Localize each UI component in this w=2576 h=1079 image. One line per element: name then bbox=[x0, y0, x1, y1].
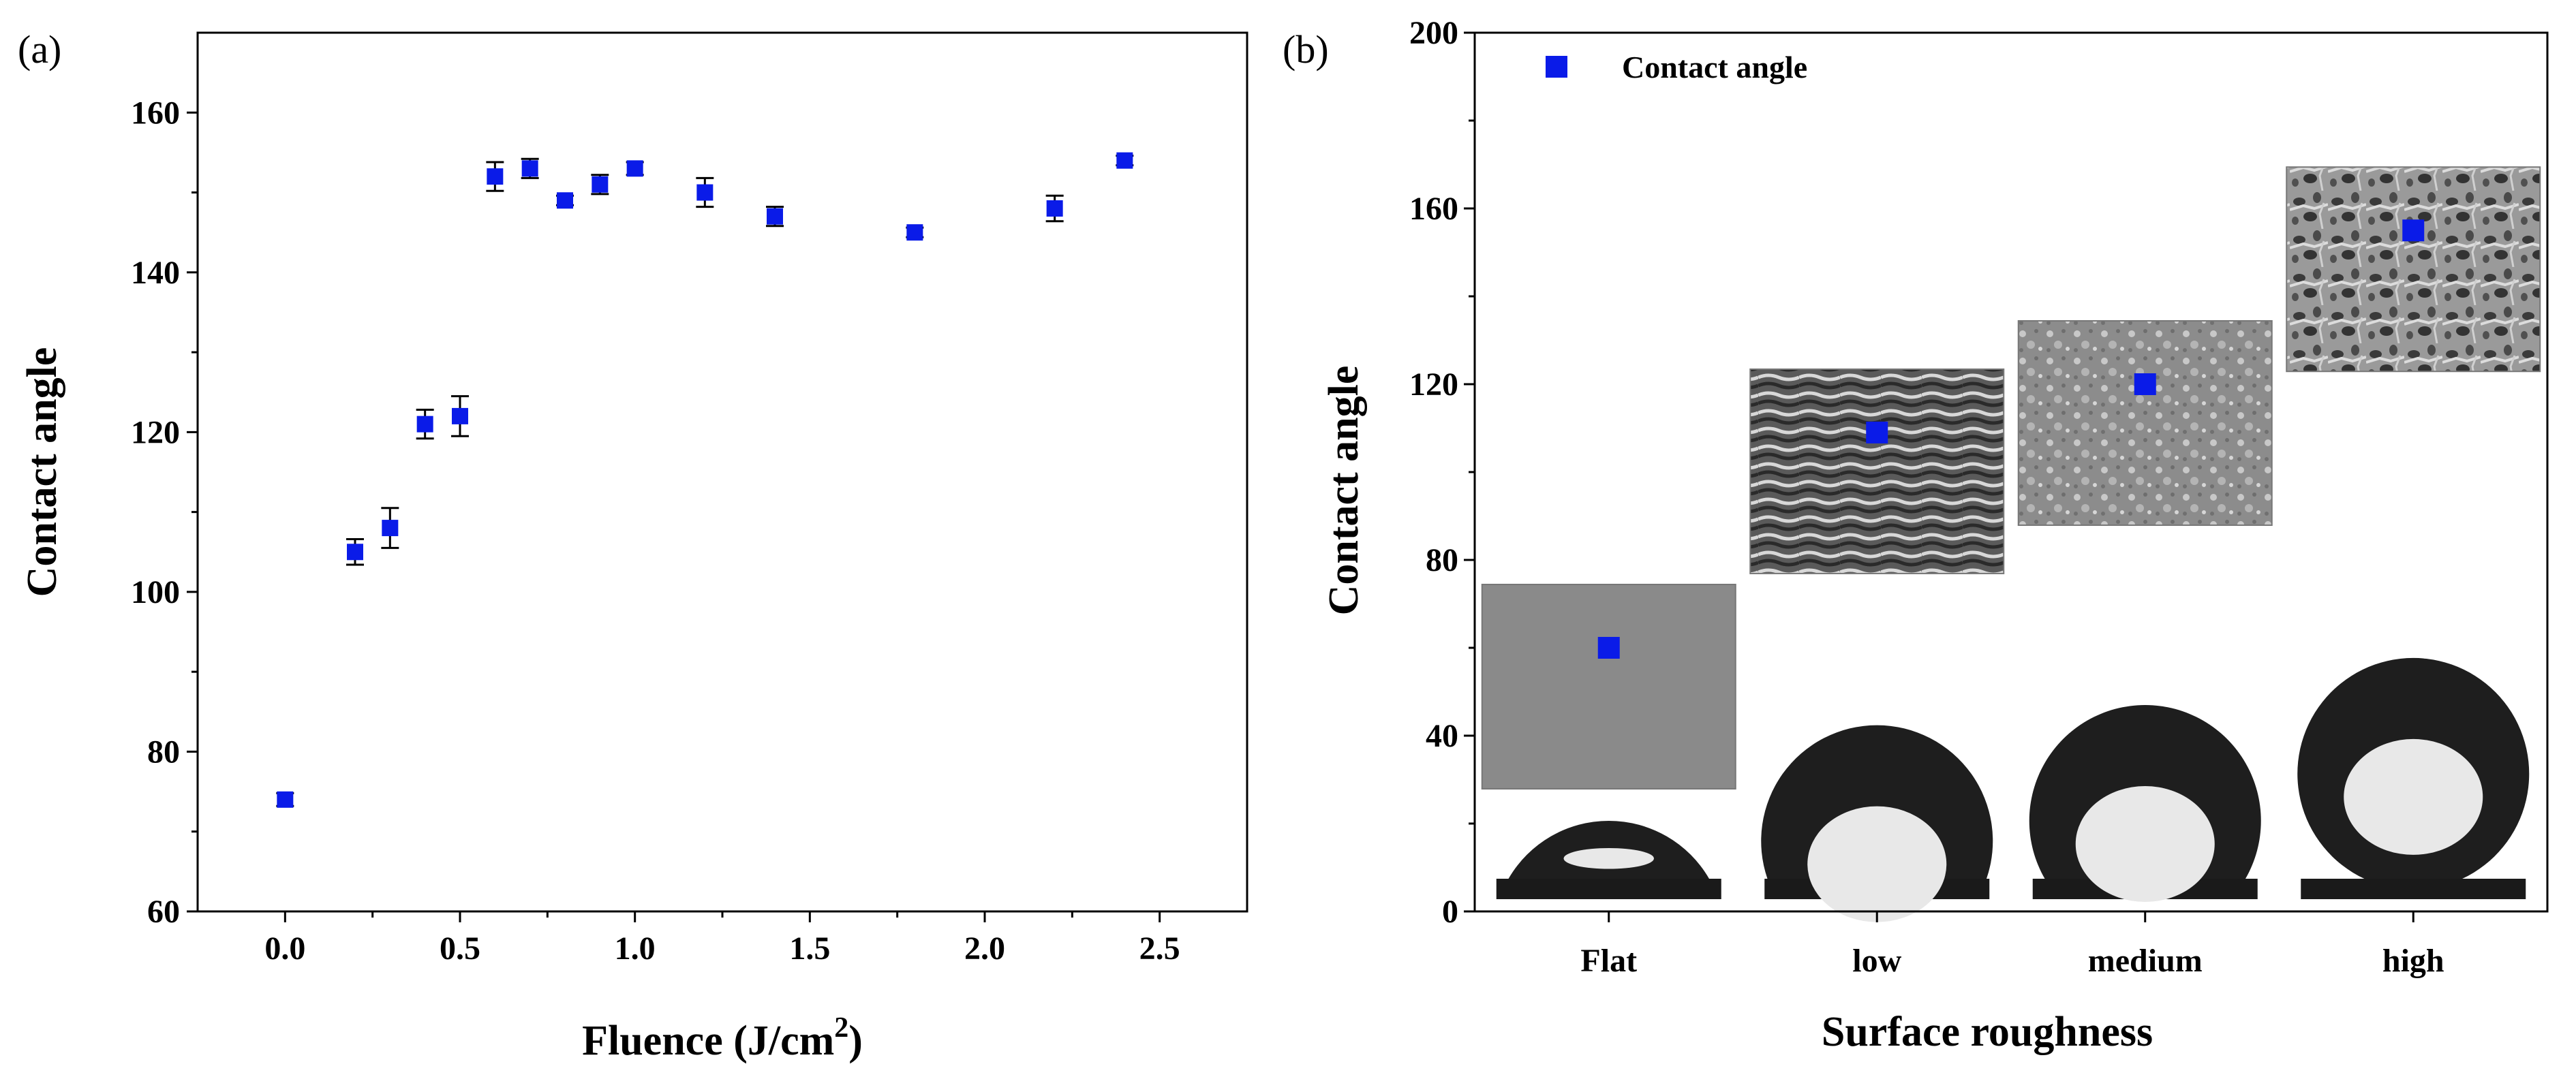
panel-a-marker bbox=[767, 208, 783, 225]
panel-b-label: (b) bbox=[1283, 27, 1329, 72]
panel-b-data-points bbox=[1597, 219, 2425, 659]
panel-a-data-point bbox=[416, 409, 434, 440]
panel-b-sem-image-medium bbox=[2017, 320, 2273, 526]
panel-a-data-point bbox=[591, 174, 609, 196]
panel-b-droplet-high bbox=[2297, 657, 2530, 899]
panel-b-droplet-flat bbox=[1496, 820, 1721, 899]
panel-b-y-tick-label: 120 bbox=[1409, 366, 1458, 403]
panel-a-marker bbox=[487, 168, 504, 185]
panel-b-y-ticks: 0 40 80 120 160 200 bbox=[1409, 15, 1475, 930]
panel-b-y-tick-label: 40 bbox=[1426, 718, 1458, 754]
panel-b-y-tick-label: 0 bbox=[1442, 894, 1458, 930]
panel-b-y-axis-label: Contact angle bbox=[1321, 366, 1367, 616]
panel-b-droplet-low bbox=[1761, 725, 1993, 922]
panel-a-marker bbox=[557, 192, 573, 209]
panel-a-x-ticks: 0.0 0.5 1.0 1.5 2.0 2.5 bbox=[264, 911, 1180, 967]
panel-a-data-point bbox=[276, 791, 294, 808]
panel-b-x-ticks: Flat low medium high bbox=[1580, 911, 2444, 979]
panel-a-x-tick-label: 0.0 bbox=[264, 931, 305, 967]
panel-a-y-tick-label: 60 bbox=[147, 894, 180, 930]
panel-b-sem-image-low bbox=[1749, 368, 2005, 574]
panel-a-data-point bbox=[1116, 152, 1134, 169]
panel-b-droplet-highlight bbox=[2075, 786, 2215, 902]
panel-b-legend-marker bbox=[1546, 56, 1567, 78]
panel-a-x-tick-label: 1.5 bbox=[789, 931, 830, 967]
panel-b-x-tick-label: low bbox=[1852, 943, 1901, 979]
panel-a-marker bbox=[521, 160, 538, 177]
panel-a-y-axis-label: Contact angle bbox=[19, 347, 65, 597]
panel-a-y-tick-label: 100 bbox=[131, 574, 180, 610]
panel-a-x-tick-label: 2.0 bbox=[964, 931, 1005, 967]
panel-b-droplet-highlight bbox=[1807, 806, 1947, 922]
panel-a-data-point bbox=[381, 507, 399, 549]
panel-b-sem-image-high bbox=[2286, 166, 2541, 373]
panel-a-marker bbox=[382, 520, 399, 537]
panel-a-x-axis-label-tail: ) bbox=[848, 1018, 863, 1064]
panel-b-droplet-highlight bbox=[1563, 847, 1655, 869]
panel-a-data-point bbox=[906, 224, 924, 241]
panel-a-plot-frame bbox=[196, 31, 1248, 913]
panel-b-sem-image-flat bbox=[1481, 584, 1736, 789]
panel-a-x-axis-label-superscript: 2 bbox=[834, 1012, 848, 1044]
panel-a-data-point bbox=[346, 538, 364, 566]
panel-a-marker bbox=[416, 416, 433, 433]
panel-b-marker bbox=[1597, 637, 1620, 659]
panel-a-data-point bbox=[1045, 194, 1064, 223]
panel-a-y-ticks: 60 80 100 120 140 160 bbox=[131, 95, 198, 930]
panel-b-chart: (b) 0 40 80 120 160 200 Flat low medium high Con… bbox=[1283, 15, 2549, 1055]
panel-a-data-points bbox=[276, 152, 1134, 808]
panel-a-marker bbox=[626, 160, 643, 177]
panel-a-y-tick-label: 80 bbox=[147, 734, 180, 770]
panel-a-y-tick-label: 140 bbox=[131, 255, 180, 291]
panel-b-x-axis-label: Surface roughness bbox=[1822, 1009, 2153, 1055]
panel-a-x-tick-label: 1.0 bbox=[615, 931, 656, 967]
panel-a-y-tick-label: 160 bbox=[131, 95, 180, 131]
panel-b-marker bbox=[2402, 219, 2425, 242]
panel-a-marker bbox=[452, 407, 468, 424]
panel-b-x-tick-label: Flat bbox=[1580, 943, 1637, 979]
panel-a-x-axis-label: Fluence (J/cm2) bbox=[582, 1012, 863, 1064]
panel-b-y-tick-label: 200 bbox=[1409, 15, 1458, 51]
panel-b-droplet-highlight bbox=[2344, 738, 2483, 855]
panel-a-marker bbox=[906, 224, 923, 241]
panel-b-y-tick-label: 160 bbox=[1409, 191, 1458, 227]
panel-a-data-point bbox=[696, 176, 714, 208]
panel-b-droplet-substrate bbox=[1496, 879, 1721, 899]
panel-a-y-tick-label: 120 bbox=[131, 414, 180, 450]
panel-a-marker bbox=[592, 176, 609, 193]
panel-a-x-tick-label: 0.5 bbox=[440, 931, 480, 967]
panel-b-droplet-substrate bbox=[2301, 879, 2526, 899]
panel-b-droplet-images bbox=[1496, 657, 2530, 922]
panel-a-data-point bbox=[521, 157, 539, 179]
panel-b-droplet-medium bbox=[2029, 705, 2261, 902]
panel-b-x-tick-label: medium bbox=[2088, 943, 2203, 979]
panel-b-legend-label: Contact angle bbox=[1622, 50, 1807, 84]
panel-b-y-tick-label: 80 bbox=[1426, 542, 1458, 578]
panel-b-inset-images bbox=[1481, 166, 2541, 789]
panel-a-marker bbox=[277, 791, 294, 808]
panel-a-x-tick-label: 2.5 bbox=[1139, 931, 1180, 967]
panel-a-data-point bbox=[451, 395, 469, 437]
panel-b-marker bbox=[1866, 421, 1888, 443]
panel-a-marker bbox=[347, 544, 363, 561]
panel-a-marker bbox=[1046, 200, 1063, 217]
panel-a-data-point bbox=[766, 206, 784, 228]
panel-a-data-point bbox=[556, 192, 574, 209]
panel-a-x-axis-label-main: Fluence (J/cm bbox=[582, 1018, 834, 1064]
panel-b-x-tick-label: high bbox=[2382, 943, 2444, 979]
panel-a-marker bbox=[696, 184, 714, 201]
panel-b-legend: Contact angle bbox=[1546, 50, 1807, 84]
panel-b-marker bbox=[2134, 373, 2156, 395]
panel-a-label: (a) bbox=[18, 27, 61, 72]
panel-a-marker bbox=[1116, 152, 1133, 169]
panel-a-data-point bbox=[626, 160, 644, 177]
panel-a-data-point bbox=[486, 161, 504, 192]
